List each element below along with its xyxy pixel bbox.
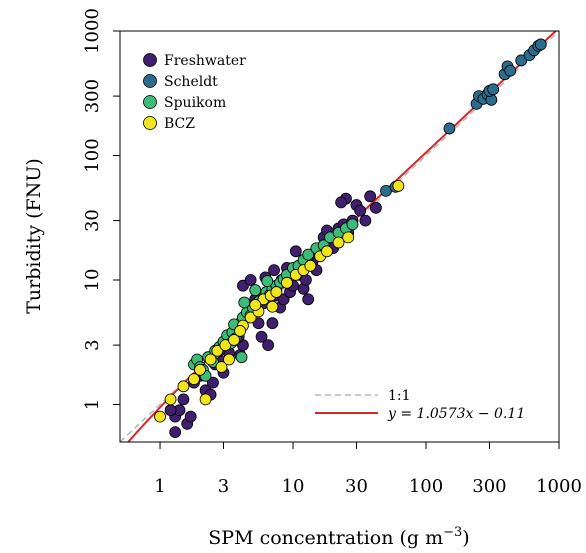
point-bcz: [154, 410, 166, 423]
legend-item-bcz: BCZ: [143, 116, 195, 132]
x-tick-label: 1000: [536, 476, 582, 497]
legend-label-spuikom: Spuikom: [164, 95, 226, 111]
plot-frame: [119, 30, 560, 443]
point-freshwater: [207, 376, 219, 389]
point-bcz: [392, 179, 405, 192]
legend-label-one-to-one: 1:1: [388, 388, 411, 404]
x-tick-label: 1: [154, 476, 165, 497]
legend: Freshwater Scheldt Spuikom BCZ: [143, 53, 246, 132]
point-spuikom: [302, 248, 315, 261]
point-spuikom: [235, 351, 248, 364]
y-tick-label: 1000: [82, 8, 103, 54]
point-bcz: [194, 363, 206, 376]
point-freshwater: [268, 264, 280, 277]
point-spuikom: [249, 284, 262, 296]
point-bcz: [219, 339, 232, 352]
y-tick-label: 1: [82, 399, 103, 410]
legend-marker-freshwater: [143, 53, 157, 67]
point-bcz: [321, 245, 333, 258]
line-legend: 1:1 y = 1.0573x − 0.11: [315, 388, 525, 422]
point-freshwater: [354, 204, 367, 217]
y-tick-label: 10: [82, 269, 103, 292]
point-freshwater: [177, 393, 190, 406]
legend-item-freshwater: Freshwater: [143, 53, 246, 69]
point-bcz: [188, 373, 200, 386]
point-freshwater: [370, 201, 382, 214]
point-freshwater: [289, 245, 302, 258]
point-bcz: [204, 353, 217, 366]
point-freshwater: [364, 190, 377, 203]
legend-item-spuikom: Spuikom: [143, 95, 226, 111]
legend-label-bcz: BCZ: [164, 116, 195, 132]
x-tick-label: 10: [282, 476, 305, 497]
point-spuikom: [261, 275, 274, 288]
point-freshwater: [252, 317, 265, 330]
point-freshwater: [335, 196, 348, 209]
point-spuikom: [346, 218, 359, 231]
data-points: [154, 38, 547, 439]
legend-marker-bcz: [143, 116, 157, 130]
x-tick-label: 3: [218, 476, 229, 497]
point-bcz: [228, 334, 240, 346]
point-freshwater: [164, 404, 177, 417]
point-bcz: [215, 361, 228, 373]
point-freshwater: [262, 339, 275, 352]
legend-label-freshwater: Freshwater: [164, 53, 246, 69]
y-tick-label: 300: [82, 79, 103, 113]
point-bcz: [199, 393, 212, 406]
point-bcz: [164, 393, 177, 406]
legend-label-scheldt: Scheldt: [164, 74, 218, 90]
point-bcz: [211, 344, 224, 357]
point-freshwater: [184, 410, 197, 423]
y-tick-label: 100: [82, 138, 103, 172]
point-spuikom: [238, 296, 251, 309]
x-tick-label: 100: [409, 476, 443, 497]
point-freshwater: [255, 330, 268, 343]
axis-ticks: 1 3 10 30 100 300 1000 1 3 10 30 100 300 1000: [82, 8, 582, 497]
point-scheldt: [504, 64, 517, 77]
legend-marker-scheldt: [143, 74, 157, 88]
point-freshwater: [300, 274, 312, 286]
point-bcz: [223, 353, 235, 366]
point-bcz: [332, 236, 345, 249]
point-bcz: [281, 276, 293, 289]
point-freshwater: [266, 317, 279, 330]
point-scheldt: [534, 38, 547, 51]
legend-item-scheldt: Scheldt: [143, 74, 218, 90]
point-scheldt: [443, 122, 456, 135]
point-freshwater: [169, 426, 182, 439]
legend-label-fit: y = 1.0573x − 0.11: [387, 406, 525, 422]
y-tick-label: 3: [82, 339, 103, 350]
point-bcz: [342, 231, 355, 244]
point-bcz: [249, 299, 262, 311]
point-freshwater: [302, 293, 315, 306]
y-axis-title: Turbidity (FNU): [23, 158, 45, 314]
point-bcz: [270, 286, 283, 298]
point-bcz: [304, 259, 317, 272]
point-freshwater: [244, 274, 257, 286]
y-tick-label: 30: [82, 209, 103, 232]
x-tick-label: 300: [472, 476, 506, 497]
legend-marker-spuikom: [143, 95, 157, 109]
point-freshwater: [359, 214, 372, 227]
point-scheldt: [487, 83, 500, 96]
point-bcz: [177, 380, 190, 393]
point-bcz: [234, 325, 247, 337]
point-bcz: [266, 300, 279, 313]
point-scheldt: [515, 54, 528, 67]
point-bcz: [244, 311, 257, 324]
x-tick-label: 30: [345, 476, 368, 497]
x-axis-title: SPM concentration (g m−3): [208, 525, 469, 549]
